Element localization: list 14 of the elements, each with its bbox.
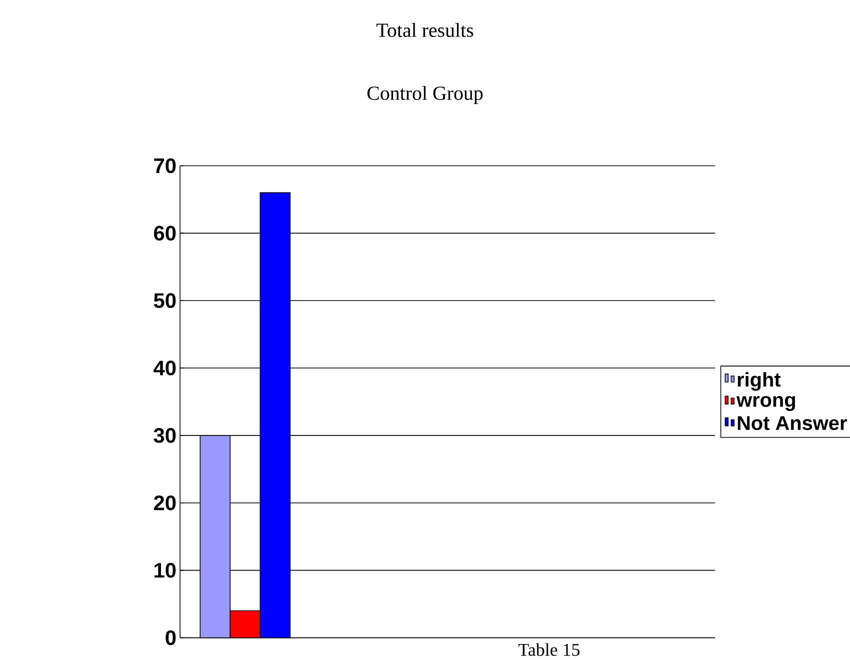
legend-label: Not Answer: [738, 416, 847, 430]
y-tick-label: 50: [154, 293, 176, 308]
chart-title: Total results: [376, 22, 474, 37]
chart-subtitle: Control Group: [367, 86, 483, 104]
y-tick-label: 20: [154, 495, 176, 510]
legend-label: wrong: [736, 396, 795, 411]
y-tick-label: 70: [154, 158, 176, 174]
y-tick-label: 30: [154, 428, 176, 443]
x-axis-title: Table 15: [518, 643, 580, 656]
y-tick-label: 0: [166, 630, 176, 646]
y-tick-label: 60: [154, 226, 176, 241]
y-tick-label: 40: [154, 360, 176, 376]
y-tick-label: 10: [154, 562, 176, 578]
legend-label: right: [738, 372, 781, 391]
